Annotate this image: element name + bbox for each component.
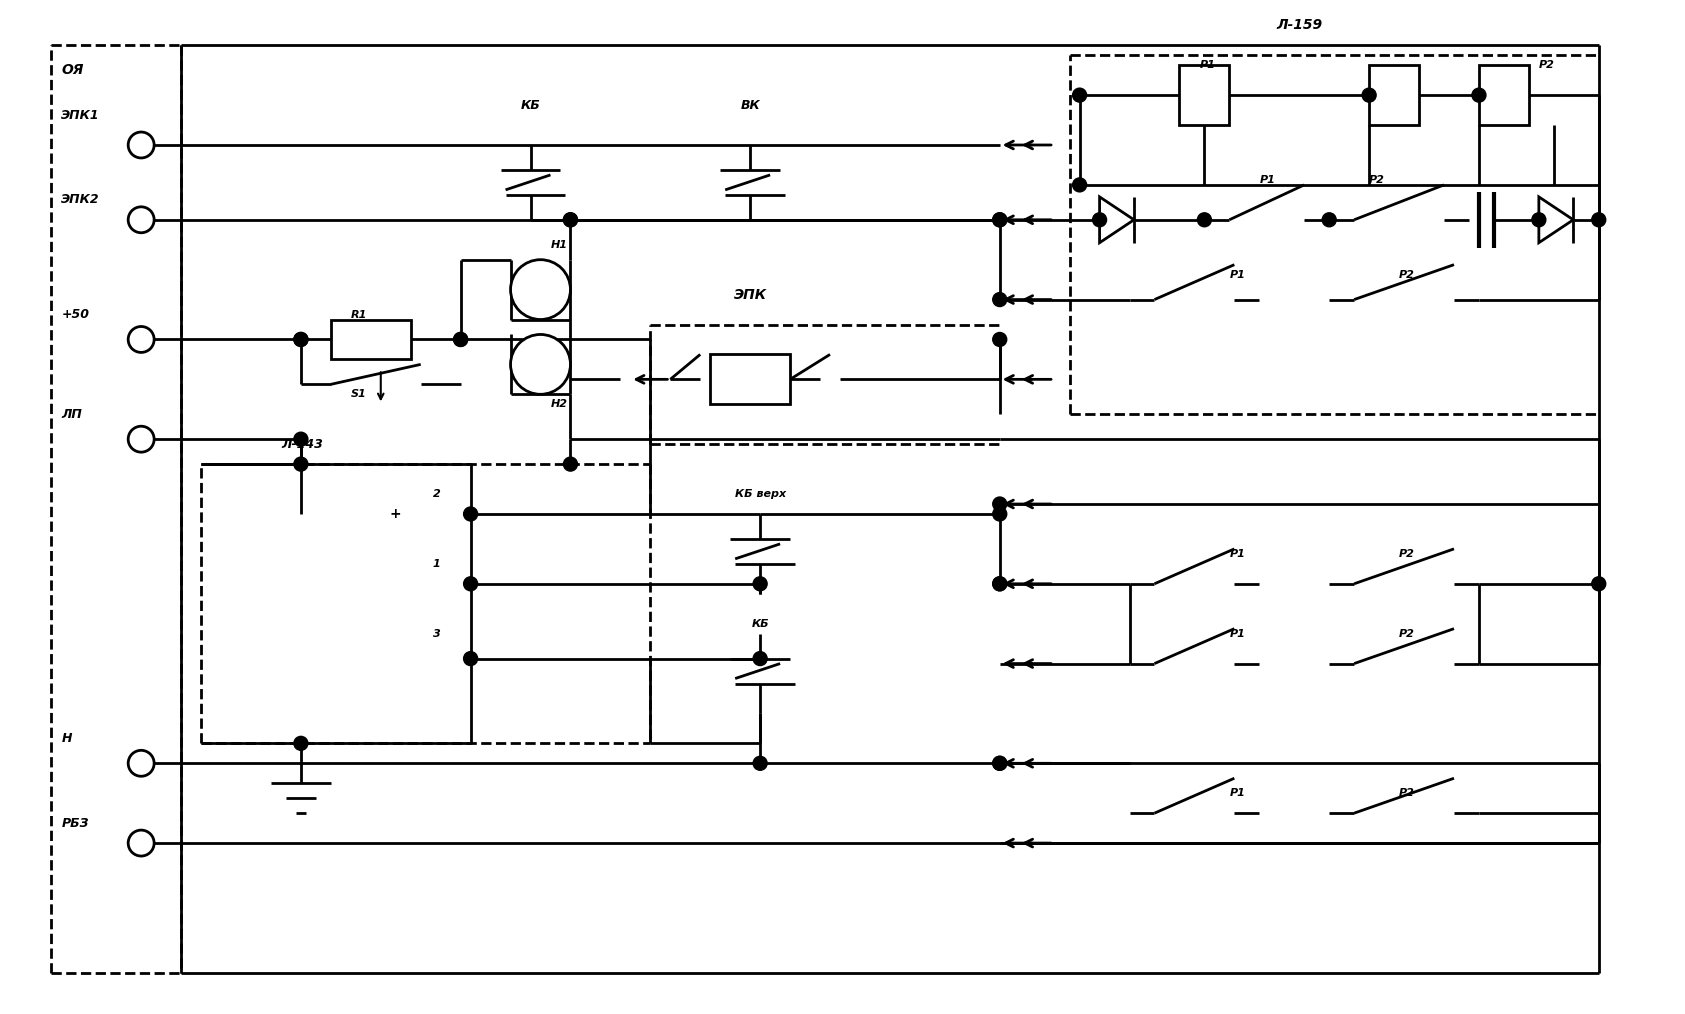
Text: +: + [389, 507, 401, 521]
Text: ЛП: ЛП [61, 408, 83, 421]
Circle shape [1092, 213, 1107, 227]
Circle shape [1198, 213, 1212, 227]
Circle shape [463, 577, 477, 591]
Circle shape [992, 333, 1006, 347]
Polygon shape [1538, 197, 1574, 242]
Circle shape [992, 497, 1006, 511]
Text: Р2: Р2 [1399, 549, 1415, 559]
Text: Р1: Р1 [1230, 629, 1245, 639]
Circle shape [1361, 88, 1377, 102]
Circle shape [453, 333, 468, 347]
Circle shape [293, 736, 308, 750]
Circle shape [992, 293, 1006, 306]
Text: Р2: Р2 [1399, 788, 1415, 798]
Circle shape [293, 432, 308, 446]
Circle shape [563, 213, 578, 227]
Bar [1479, 65, 1528, 125]
Text: ЭПК2: ЭПК2 [61, 194, 99, 206]
Bar [330, 319, 411, 359]
Circle shape [463, 507, 477, 521]
Text: КБ верх: КБ верх [735, 489, 785, 499]
Text: 3: 3 [433, 629, 441, 639]
Circle shape [992, 507, 1006, 521]
Circle shape [511, 335, 571, 394]
Circle shape [293, 333, 308, 347]
Circle shape [753, 577, 767, 591]
Text: +50: +50 [61, 308, 89, 321]
Circle shape [1592, 577, 1606, 591]
Text: Р1: Р1 [1230, 270, 1245, 280]
Circle shape [563, 457, 578, 472]
Text: Р1: Р1 [1200, 60, 1215, 70]
Circle shape [992, 577, 1006, 591]
Text: 1: 1 [433, 559, 441, 569]
Text: Р1: Р1 [1259, 174, 1276, 185]
Circle shape [992, 756, 1006, 771]
Circle shape [1592, 213, 1606, 227]
Text: КБ: КБ [752, 619, 768, 629]
Circle shape [293, 333, 308, 347]
Text: Л-143: Л-143 [281, 438, 324, 450]
Text: S1: S1 [350, 389, 367, 400]
Circle shape [128, 426, 153, 452]
Text: КБ: КБ [521, 98, 541, 112]
Circle shape [293, 457, 308, 472]
Circle shape [753, 756, 767, 771]
Text: ЭПК1: ЭПК1 [61, 108, 99, 122]
Circle shape [1073, 177, 1087, 192]
Text: РБЗ: РБЗ [61, 816, 89, 829]
Circle shape [128, 132, 153, 158]
Circle shape [453, 333, 468, 347]
Text: Н1: Н1 [551, 239, 568, 249]
Circle shape [128, 830, 153, 856]
Circle shape [992, 213, 1006, 227]
Circle shape [753, 652, 767, 665]
Text: Р2: Р2 [1370, 174, 1385, 185]
Circle shape [992, 577, 1006, 591]
Text: Р2: Р2 [1399, 629, 1415, 639]
Text: Н: Н [61, 732, 72, 745]
Circle shape [511, 260, 571, 319]
Circle shape [128, 327, 153, 353]
Text: Р2: Р2 [1399, 270, 1415, 280]
Circle shape [128, 750, 153, 777]
Text: Р1: Р1 [1230, 549, 1245, 559]
Text: Н2: Н2 [551, 400, 568, 410]
Circle shape [1532, 213, 1545, 227]
Text: ВК: ВК [740, 98, 760, 112]
Circle shape [992, 213, 1006, 227]
Text: Р1: Р1 [1230, 788, 1245, 798]
Polygon shape [1100, 197, 1134, 242]
Bar [1370, 65, 1419, 125]
Text: 2: 2 [433, 489, 441, 499]
Circle shape [128, 207, 153, 233]
Circle shape [1073, 88, 1087, 102]
Text: ЭПК: ЭПК [733, 288, 767, 301]
Text: Л-159: Л-159 [1276, 18, 1323, 32]
Circle shape [1473, 88, 1486, 102]
Circle shape [992, 756, 1006, 771]
Circle shape [1323, 213, 1336, 227]
Bar [709, 355, 790, 405]
Circle shape [563, 213, 578, 227]
Text: R1: R1 [350, 309, 367, 319]
Bar [1180, 65, 1230, 125]
Text: Р2: Р2 [1538, 60, 1555, 70]
Text: ОЯ: ОЯ [61, 63, 84, 77]
Circle shape [463, 652, 477, 665]
